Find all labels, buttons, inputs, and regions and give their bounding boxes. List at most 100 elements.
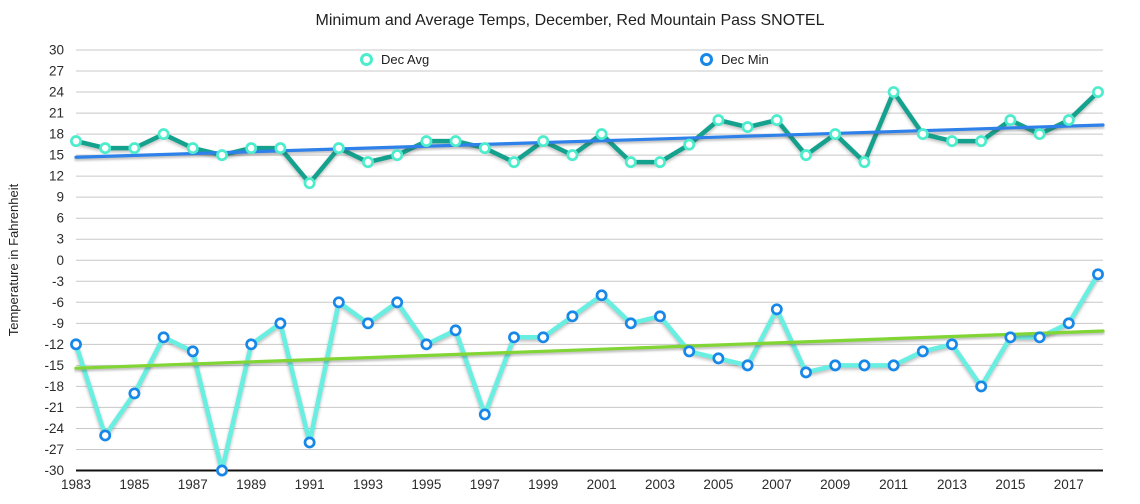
y-tick-label: -15 — [44, 358, 64, 373]
data-point-marker-dec-avg — [70, 135, 82, 148]
y-tick-label: 15 — [49, 148, 64, 163]
data-point-marker-dec-min — [1092, 268, 1104, 281]
data-point-marker-dec-avg — [683, 138, 696, 151]
data-point-marker-dec-min — [683, 345, 696, 358]
data-point-marker-dec-avg — [332, 142, 345, 155]
data-point-marker-dec-avg — [916, 128, 929, 141]
data-point-marker-dec-min — [595, 289, 608, 302]
x-tick-label: 1997 — [470, 477, 500, 492]
data-point-marker-dec-avg — [274, 142, 287, 155]
y-tick-label: 9 — [56, 190, 64, 205]
data-point-marker-dec-min — [478, 408, 491, 421]
data-point-marker-dec-avg — [303, 177, 316, 190]
data-point-marker-dec-avg — [975, 135, 988, 148]
data-point-marker-dec-avg — [186, 142, 199, 155]
data-point-marker-dec-min — [770, 303, 783, 316]
data-point-marker-dec-min — [274, 317, 287, 330]
x-tick-label: 1987 — [178, 477, 208, 492]
x-tick-label: 1993 — [353, 477, 383, 492]
y-tick-label: -18 — [44, 379, 64, 394]
data-point-marker-dec-avg — [449, 135, 462, 148]
data-point-marker-dec-min — [566, 310, 579, 323]
data-point-marker-dec-min — [887, 359, 900, 372]
data-point-marker-dec-avg — [1004, 114, 1017, 127]
legend-label-dec-avg: Dec Avg — [381, 52, 430, 67]
data-point-marker-dec-min — [537, 331, 550, 344]
data-point-marker-dec-avg — [1062, 114, 1075, 127]
x-tick-label: 2005 — [703, 477, 733, 492]
data-point-marker-dec-avg — [595, 128, 608, 141]
x-tick-label: 1991 — [295, 477, 325, 492]
y-tick-label: 30 — [49, 43, 64, 58]
data-point-marker-dec-min — [391, 296, 404, 309]
y-tick-label: 0 — [56, 253, 64, 268]
y-tick-label: -6 — [52, 295, 64, 310]
data-point-marker-dec-avg — [157, 128, 170, 141]
x-tick-label: 1989 — [236, 477, 266, 492]
dec-avg-marker-icon — [360, 53, 373, 66]
data-point-marker-dec-min — [420, 338, 433, 351]
legend-item-dec-avg[interactable]: Dec Avg — [360, 52, 429, 67]
data-point-marker-dec-avg — [1033, 128, 1046, 141]
data-point-marker-dec-min — [916, 345, 929, 358]
x-tick-label: 2015 — [995, 477, 1025, 492]
y-tick-label: 18 — [49, 127, 64, 142]
data-point-marker-dec-min — [858, 359, 871, 372]
data-point-marker-dec-min — [70, 338, 82, 351]
data-point-marker-dec-min — [712, 352, 725, 365]
trend-line-dec-min — [74, 329, 1105, 370]
x-tick-label: 1983 — [61, 477, 91, 492]
data-point-marker-dec-min — [829, 359, 842, 372]
y-tick-label: 21 — [49, 106, 64, 121]
y-tick-label: -9 — [52, 316, 64, 331]
y-tick-label: -12 — [44, 337, 64, 352]
data-point-marker-dec-avg — [566, 149, 579, 162]
data-point-marker-dec-avg — [1092, 86, 1104, 99]
data-point-marker-dec-min — [157, 331, 170, 344]
series-line-dec-min — [73, 272, 1101, 473]
data-point-marker-dec-min — [741, 359, 754, 372]
y-tick-label: 6 — [56, 211, 64, 226]
legend-item-dec-min[interactable]: Dec Min — [700, 52, 769, 67]
data-point-marker-dec-min — [186, 345, 199, 358]
y-tick-label: -21 — [44, 400, 64, 415]
data-point-marker-dec-min — [449, 324, 462, 337]
x-tick-label: 2017 — [1054, 477, 1084, 492]
x-tick-label: 2009 — [820, 477, 850, 492]
data-point-marker-dec-avg — [946, 135, 958, 148]
x-tick-label: 1999 — [528, 477, 558, 492]
x-tick-label: 2011 — [879, 477, 908, 492]
data-point-marker-dec-min — [216, 464, 228, 477]
x-tick-label: 1985 — [119, 477, 149, 492]
y-tick-label: -30 — [44, 463, 64, 478]
dec-min-marker-icon — [700, 53, 713, 66]
data-point-marker-dec-avg — [858, 156, 871, 169]
data-point-marker-dec-min — [99, 429, 112, 442]
data-point-marker-dec-min — [362, 317, 374, 330]
x-tick-label: 1995 — [411, 477, 441, 492]
data-point-marker-dec-avg — [391, 149, 404, 162]
data-point-marker-dec-avg — [712, 114, 725, 127]
data-point-marker-dec-min — [800, 366, 812, 379]
data-point-marker-dec-avg — [741, 121, 754, 134]
data-point-marker-dec-avg — [887, 86, 900, 99]
data-point-marker-dec-avg — [99, 142, 112, 155]
data-point-marker-dec-min — [1004, 331, 1017, 344]
y-tick-label: -27 — [44, 442, 64, 457]
data-point-marker-dec-min — [1033, 331, 1046, 344]
data-point-marker-dec-avg — [420, 135, 433, 148]
data-point-marker-dec-avg — [362, 156, 374, 169]
data-point-marker-dec-avg — [216, 149, 228, 162]
y-tick-label: 24 — [49, 85, 65, 100]
y-tick-label: 27 — [49, 64, 64, 79]
data-point-marker-dec-min — [245, 338, 258, 351]
data-point-marker-dec-min — [303, 436, 316, 449]
data-point-marker-dec-min — [946, 338, 958, 351]
x-tick-label: 2013 — [937, 477, 967, 492]
x-tick-label: 2003 — [645, 477, 675, 492]
x-tick-label: 2001 — [587, 477, 617, 492]
series-line-dec-avg — [73, 89, 1101, 186]
y-tick-label: 3 — [56, 232, 64, 247]
